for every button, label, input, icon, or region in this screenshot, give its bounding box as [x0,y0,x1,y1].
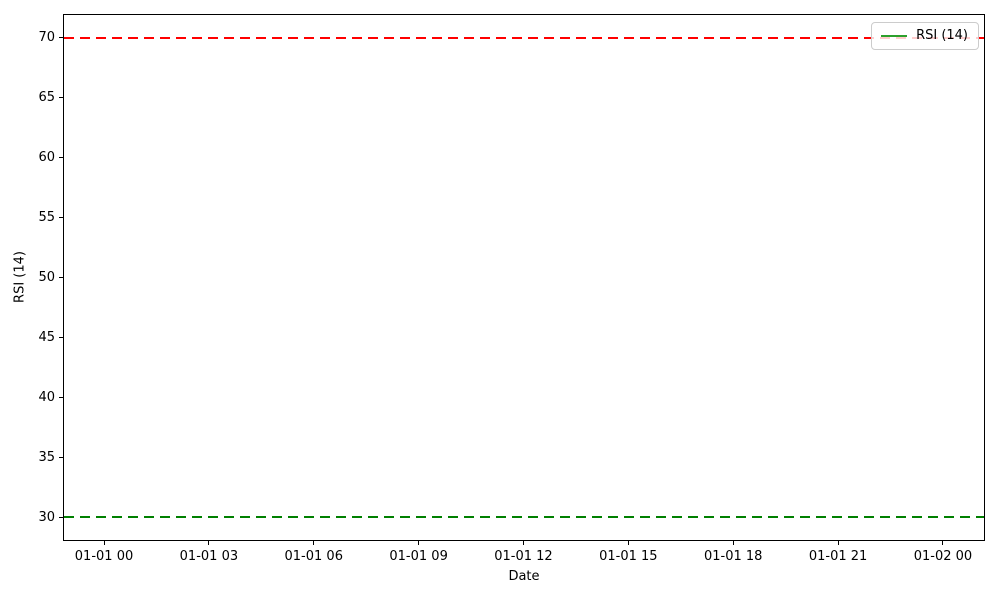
reference-line-30 [64,516,984,519]
x-tick-label: 01-01 09 [389,549,448,564]
y-axis-title: RSI (14) [12,251,28,303]
y-tick-label: 35 [38,449,55,465]
x-tick-mark [732,541,734,545]
y-tick-label: 50 [38,270,55,285]
legend-line-sample [881,35,908,37]
y-tick-label: 65 [38,90,55,106]
x-tick-mark [208,541,210,545]
x-tick-mark [522,541,524,545]
x-axis-title: Date [508,569,540,584]
x-tick-label: 01-01 21 [808,549,868,564]
y-tick-label: 55 [38,210,55,226]
x-tick-label: 01-01 03 [179,549,239,564]
x-tick-label: 01-02 00 [913,549,973,564]
x-tick-mark [942,541,944,545]
x-tick-label: 01-01 15 [599,549,658,564]
legend: RSI (14) [871,22,979,50]
x-tick-mark [313,541,315,545]
y-tick-label: 40 [38,389,55,405]
legend-label: RSI (14) [916,28,968,43]
y-tick-mark [59,516,63,518]
x-tick-mark [418,541,420,545]
y-tick-mark [59,456,63,458]
y-tick-label: 70 [38,30,55,46]
x-tick-mark [103,541,105,545]
x-tick-label: 01-01 00 [74,549,134,564]
plot-area [63,14,985,541]
x-tick-mark [627,541,629,545]
x-tick-mark [837,541,839,545]
reference-line-70 [64,36,984,39]
y-tick-mark [59,277,63,278]
y-tick-label: 45 [38,329,55,345]
y-tick-mark [59,217,63,219]
x-tick-label: 01-01 12 [494,549,553,564]
y-tick-mark [59,97,63,99]
y-tick-label: 60 [38,150,55,166]
y-tick-mark [59,37,63,39]
y-tick-mark [59,157,63,159]
x-tick-label: 01-01 06 [284,549,343,564]
y-tick-label: 30 [38,509,55,525]
y-tick-mark [59,336,63,338]
x-tick-label: 01-01 18 [703,549,763,564]
y-tick-mark [59,396,63,398]
